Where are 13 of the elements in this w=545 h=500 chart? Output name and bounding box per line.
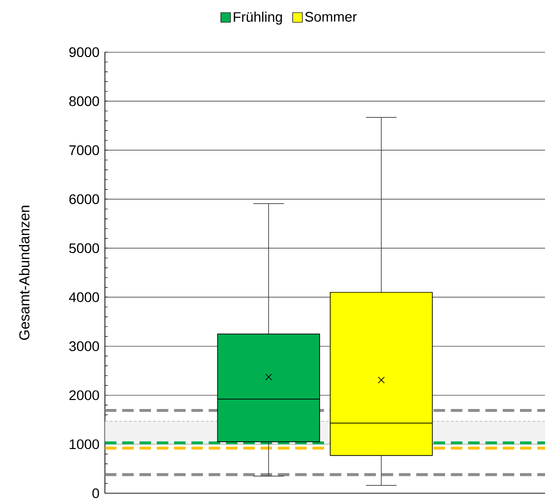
legend-label: Sommer <box>305 12 357 22</box>
y-tick-label: 3000 <box>69 341 100 352</box>
y-tick-label: 0 <box>92 488 100 498</box>
y-tick-label: 4000 <box>69 292 100 302</box>
y-tick-label: 7000 <box>69 145 100 156</box>
y-tick-label: 6000 <box>69 194 100 204</box>
y-tick-label: 2000 <box>69 390 100 400</box>
y-tick-label: 1000 <box>70 439 100 450</box>
y-tick-label: 5000 <box>69 243 100 254</box>
y-axis-title: Gesamt-Abundanzen <box>18 206 30 340</box>
y-tick-label: 9000 <box>69 47 100 58</box>
y-tick-label: 8000 <box>69 96 100 106</box>
legend-label: Frühling <box>234 12 282 25</box>
